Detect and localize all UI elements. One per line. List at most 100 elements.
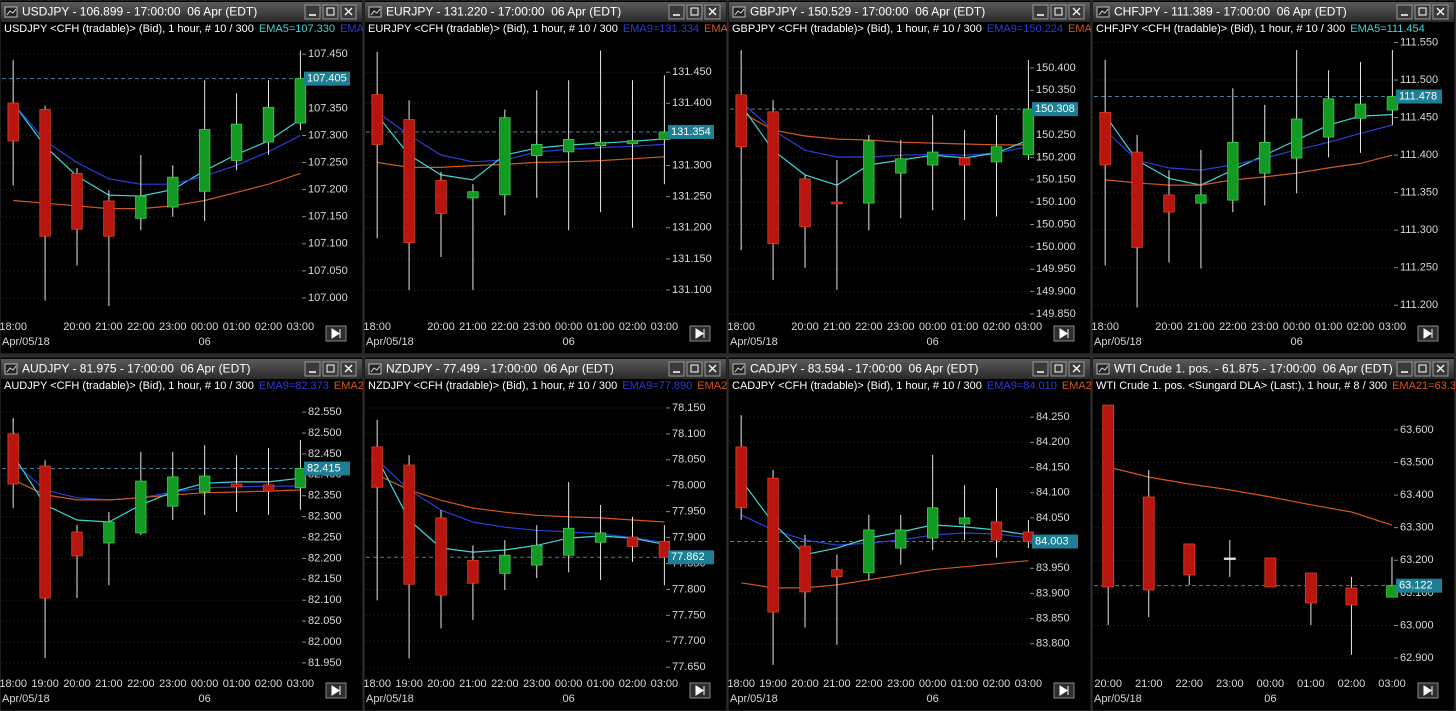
minimize-button[interactable] <box>1396 4 1413 20</box>
candle-body <box>1022 108 1035 156</box>
ema-line <box>12 479 301 501</box>
candle-body <box>198 475 211 493</box>
y-tick-label: 150.000 <box>1036 241 1076 253</box>
x-tick-label: 00:00 <box>1283 321 1311 333</box>
x-tick-label: 21:00 <box>1135 678 1163 690</box>
x-date-label: 06 <box>563 336 575 348</box>
x-tick-label: 18:00 <box>727 678 755 690</box>
x-date-label: Apr/05/18 <box>2 336 50 348</box>
current-price-box <box>668 550 714 565</box>
y-tick-label: 77.800 <box>672 583 706 595</box>
chart-window: AUDJPY - 81.975 - 17:00:00 06 Apr (EDT) A… <box>0 357 363 711</box>
title-bar <box>729 2 1090 22</box>
x-tick-label: 21:00 <box>823 321 851 333</box>
maximize-button[interactable] <box>322 4 339 20</box>
y-tick-label: 131.300 <box>672 159 712 171</box>
candle-body <box>1264 557 1277 588</box>
x-tick-label: 00:00 <box>919 678 947 690</box>
x-tick-label: 01:00 <box>223 321 251 333</box>
maximize-button[interactable] <box>1414 361 1431 377</box>
window-icon-glyph <box>6 8 17 16</box>
y-tick-label: 111.200 <box>1400 299 1438 311</box>
candle-body <box>799 545 811 593</box>
candle-body <box>990 146 1003 163</box>
y-tick-label: 78.050 <box>672 454 706 466</box>
x-tick-label: 23:00 <box>887 678 915 690</box>
maximize-glyph <box>326 364 335 373</box>
x-tick-label: 20:00 <box>63 321 91 333</box>
current-price-box <box>304 71 350 86</box>
maximize-button[interactable] <box>322 361 339 377</box>
chart-window: USDJPY - 106.899 - 17:00:00 06 Apr (EDT)… <box>0 0 363 354</box>
y-tick-label: 84.200 <box>1036 436 1070 448</box>
x-date-label: Apr/05/18 <box>730 693 778 705</box>
y-tick-label: 63.200 <box>1400 554 1434 566</box>
x-date-label: Apr/05/18 <box>366 693 414 705</box>
x-date-label: Apr/05/18 <box>730 336 778 348</box>
candle-body <box>294 468 307 489</box>
chart-window: WTI Crude 1. pos. - 61.875 - 17:00:00 06… <box>1092 357 1455 711</box>
maximize-button[interactable] <box>1414 4 1431 20</box>
y-tick-label: 63.300 <box>1400 522 1434 534</box>
maximize-button[interactable] <box>686 4 703 20</box>
y-tick-label: 77.700 <box>672 635 706 647</box>
x-tick-label: 19:00 <box>31 678 59 690</box>
y-tick-label: 63.500 <box>1400 456 1434 468</box>
maximize-button[interactable] <box>1050 361 1067 377</box>
y-tick-label: 107.200 <box>308 184 348 196</box>
maximize-glyph <box>690 7 699 16</box>
title-bar <box>729 359 1090 379</box>
x-tick-label: 23:00 <box>159 678 187 690</box>
y-tick-label: 150.050 <box>1036 218 1076 230</box>
y-tick-label: 131.100 <box>672 284 712 296</box>
candle-body <box>767 111 779 245</box>
window-title: WTI Crude 1. pos. - 61.875 - 17:00:00 06… <box>1114 362 1393 376</box>
x-tick-label: 22:00 <box>127 321 155 333</box>
y-tick-label: 63.000 <box>1400 619 1434 631</box>
minimize-button[interactable] <box>668 4 685 20</box>
y-tick-label: 131.200 <box>672 222 712 234</box>
title-bar <box>365 359 726 379</box>
y-tick-label: 83.850 <box>1036 613 1070 625</box>
minimize-button[interactable] <box>1032 361 1049 377</box>
x-date-label: 06 <box>199 693 211 705</box>
x-tick-label: 18:00 <box>1091 321 1119 333</box>
minimize-button[interactable] <box>304 361 321 377</box>
minimize-button[interactable] <box>668 361 685 377</box>
y-tick-label: 84.250 <box>1036 411 1070 423</box>
y-tick-label: 131.150 <box>672 253 712 265</box>
ema-line <box>376 111 665 163</box>
candle-body <box>831 569 843 578</box>
x-date-label: 06 <box>1291 336 1303 348</box>
candle-body <box>103 521 115 544</box>
candle-body <box>435 517 447 596</box>
minimize-button[interactable] <box>1032 4 1049 20</box>
maximize-button[interactable] <box>686 361 703 377</box>
candle-body <box>926 151 939 166</box>
ema-line <box>376 458 665 553</box>
y-tick-label: 107.450 <box>308 48 348 60</box>
y-tick-label: 82.200 <box>308 552 342 564</box>
x-date-label: Apr/05/18 <box>1094 693 1142 705</box>
candle-body <box>7 433 19 485</box>
y-tick-label: 150.350 <box>1036 84 1076 96</box>
maximize-button[interactable] <box>1050 4 1067 20</box>
window-title: GBPJPY - 150.529 - 17:00:00 06 Apr (EDT) <box>750 5 985 19</box>
current-price-label: 63.122 <box>1399 580 1433 592</box>
minimize-button[interactable] <box>304 4 321 20</box>
y-tick-label: 150.250 <box>1036 129 1076 141</box>
ema-line <box>376 114 665 181</box>
subtitle: AUDJPY <CFH (tradable)> (Bid), 1 hour, #… <box>4 380 254 392</box>
y-tick-label: 62.900 <box>1400 652 1434 664</box>
y-tick-label: 63.400 <box>1400 489 1434 501</box>
x-tick-label: 02:00 <box>1347 321 1375 333</box>
ema-line <box>12 102 301 185</box>
y-tick-label: 107.250 <box>308 156 348 168</box>
title-bar <box>1 359 362 379</box>
x-tick-label: 22:00 <box>855 321 883 333</box>
minimize-button[interactable] <box>1396 361 1413 377</box>
candle-body <box>863 529 875 574</box>
current-price-box <box>1396 89 1442 104</box>
y-tick-label: 149.900 <box>1036 286 1076 298</box>
